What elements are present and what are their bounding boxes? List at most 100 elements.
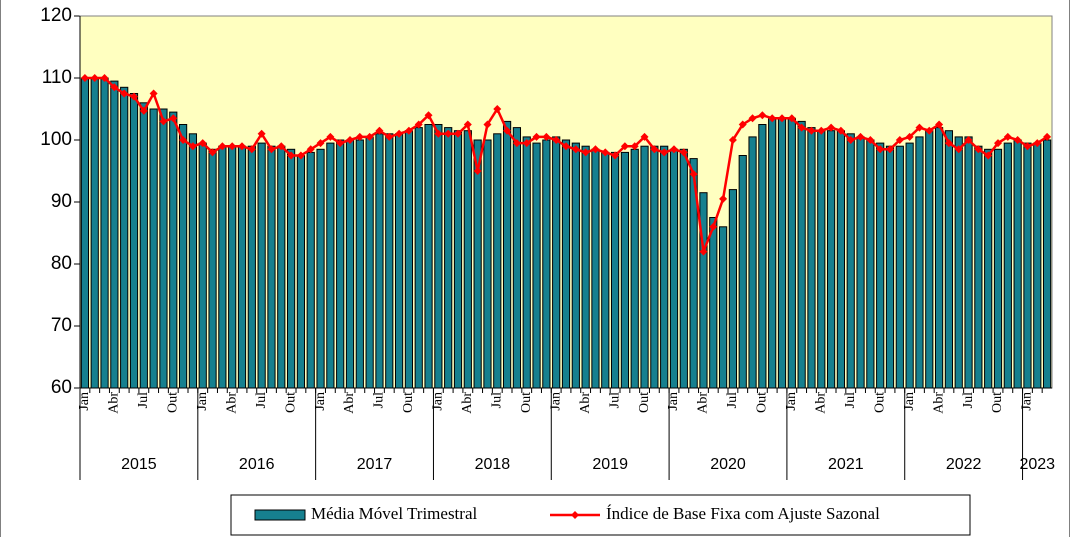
marker: [532, 132, 541, 141]
marker: [483, 120, 492, 129]
marker: [306, 145, 315, 154]
marker: [414, 120, 423, 129]
bar: [826, 130, 836, 389]
year-label: 2015: [121, 456, 157, 473]
bar: [777, 117, 787, 389]
x-tick-label: Jan: [548, 392, 563, 411]
bar: [502, 120, 512, 389]
x-tick-label: Abr: [107, 392, 122, 414]
year-label: 2023: [1019, 456, 1055, 473]
marker: [257, 129, 266, 138]
marker: [149, 89, 158, 98]
bar: [90, 77, 99, 389]
bar: [669, 148, 679, 389]
bar: [198, 142, 207, 389]
bar: [797, 120, 806, 389]
bar: [944, 130, 954, 389]
marker: [1013, 136, 1022, 144]
marker: [719, 194, 728, 203]
year-label: 2022: [946, 456, 982, 473]
bar: [257, 142, 266, 389]
bar: [807, 127, 816, 389]
bar: [640, 145, 649, 389]
x-tick-label: Jul: [489, 392, 504, 408]
legend-box: [230, 494, 971, 536]
marker: [728, 136, 737, 144]
bar: [522, 136, 531, 389]
marker: [650, 145, 659, 154]
y-tick-label: 60: [51, 377, 72, 398]
marker: [228, 142, 237, 151]
bar: [326, 142, 335, 389]
marker: [984, 151, 993, 160]
bar: [934, 127, 944, 389]
y-tick-label: 100: [40, 129, 72, 150]
bar: [1042, 139, 1052, 389]
legend-label: Índice de Base Fixa com Ajuste Sazonal: [606, 504, 880, 523]
bar: [738, 155, 747, 389]
marker: [552, 136, 561, 144]
bar: [120, 86, 129, 389]
x-tick-label: Abr: [696, 392, 711, 414]
bar: [1023, 142, 1032, 389]
marker: [267, 145, 276, 154]
bar: [493, 133, 502, 389]
marker: [601, 148, 610, 157]
x-tick-label: Abr: [931, 392, 946, 414]
bar: [80, 77, 90, 389]
bar: [1033, 142, 1042, 389]
x-tick-label: Jan: [195, 392, 210, 411]
bar: [748, 136, 757, 389]
marker: [640, 132, 649, 141]
x-tick-label: Jan: [784, 392, 799, 411]
bar: [414, 127, 423, 389]
marker: [503, 126, 512, 135]
legend-swatch: [254, 509, 306, 521]
bar: [1013, 139, 1022, 389]
marker: [287, 151, 296, 160]
bar: [434, 124, 443, 389]
bar: [885, 145, 895, 389]
bar: [650, 145, 659, 389]
bar: [728, 189, 738, 389]
bar: [1003, 142, 1012, 389]
marker: [964, 136, 973, 144]
x-tick-label: Out: [519, 392, 534, 413]
x-tick-label: Abr: [813, 392, 828, 414]
marker: [768, 114, 777, 123]
x-tick-label: Jul: [136, 392, 151, 408]
marker: [974, 145, 983, 154]
bar: [306, 151, 315, 389]
legend-marker: [571, 511, 579, 519]
x-tick-label: Jan: [1020, 392, 1035, 411]
x-tick-label: Jul: [961, 392, 976, 408]
marker: [836, 126, 845, 135]
bar: [610, 151, 620, 389]
marker: [208, 148, 217, 157]
x-tick-label: Jul: [725, 392, 740, 408]
bar: [463, 130, 472, 389]
marker: [139, 106, 148, 115]
marker: [807, 126, 816, 135]
bar: [218, 145, 227, 389]
marker: [895, 136, 904, 144]
marker: [660, 148, 669, 157]
x-tick-label: Out: [283, 392, 298, 413]
y-tick-label: 120: [40, 5, 72, 26]
marker: [630, 142, 639, 151]
marker: [827, 123, 836, 132]
marker: [238, 142, 246, 151]
x-tick-label: Jan: [77, 392, 92, 411]
x-tick-label: Out: [165, 392, 180, 413]
marker: [679, 148, 688, 157]
bar: [375, 133, 384, 389]
bar: [581, 145, 590, 389]
marker: [424, 111, 433, 120]
marker: [856, 132, 865, 141]
year-label: 2017: [357, 456, 393, 473]
marker: [169, 114, 178, 123]
marker: [620, 142, 629, 151]
y-tick-label: 70: [51, 315, 72, 336]
x-tick-label: Abr: [578, 392, 593, 414]
marker: [689, 170, 698, 179]
